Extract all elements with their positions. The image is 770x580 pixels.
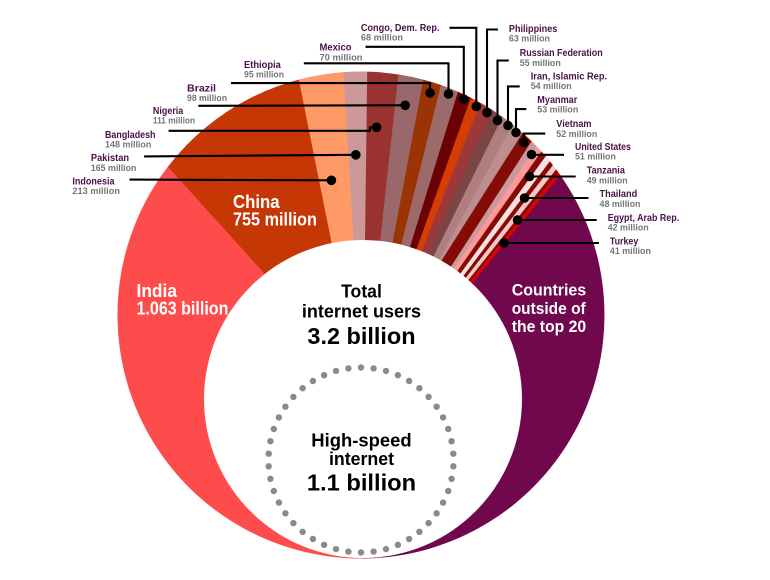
svg-text:98 million: 98 million xyxy=(187,93,227,104)
svg-text:53 million: 53 million xyxy=(537,105,578,116)
svg-text:95 million: 95 million xyxy=(244,70,284,81)
svg-text:China: China xyxy=(233,192,281,212)
svg-text:Total: Total xyxy=(341,281,382,302)
svg-text:1.1 billion: 1.1 billion xyxy=(307,470,416,496)
svg-text:Philippines: Philippines xyxy=(509,24,558,35)
svg-text:111 million: 111 million xyxy=(153,116,195,127)
svg-text:Bangladesh: Bangladesh xyxy=(105,130,156,141)
svg-text:outside of: outside of xyxy=(512,299,586,318)
svg-text:Brazil: Brazil xyxy=(187,83,216,94)
svg-text:70 million: 70 million xyxy=(320,52,363,63)
svg-text:Mexico: Mexico xyxy=(320,43,352,54)
svg-text:49 million: 49 million xyxy=(587,175,628,186)
svg-text:Egypt, Arab Rep.: Egypt, Arab Rep. xyxy=(608,213,680,224)
svg-text:Tanzania: Tanzania xyxy=(587,166,625,177)
svg-text:63 million: 63 million xyxy=(509,34,550,45)
svg-text:Ethiopia: Ethiopia xyxy=(244,60,281,71)
svg-text:54 million: 54 million xyxy=(531,81,572,92)
svg-text:48 million: 48 million xyxy=(600,199,641,210)
svg-text:Myanmar: Myanmar xyxy=(537,95,577,106)
svg-text:Thailand: Thailand xyxy=(600,189,638,200)
svg-text:Congo, Dem. Rep.: Congo, Dem. Rep. xyxy=(361,23,440,34)
svg-text:755 million: 755 million xyxy=(233,210,317,230)
svg-text:United States: United States xyxy=(575,142,631,153)
svg-text:1.063 billion: 1.063 billion xyxy=(137,299,229,319)
svg-text:Turkey: Turkey xyxy=(610,236,639,247)
svg-text:High-speed: High-speed xyxy=(311,430,411,451)
svg-text:213 million: 213 million xyxy=(72,186,120,197)
svg-text:41 million: 41 million xyxy=(610,246,651,257)
svg-text:Russian Federation: Russian Federation xyxy=(520,48,603,59)
svg-text:Nigeria: Nigeria xyxy=(153,106,184,117)
svg-text:55 million: 55 million xyxy=(520,58,561,69)
svg-text:3.2 billion: 3.2 billion xyxy=(307,323,415,349)
svg-text:51 million: 51 million xyxy=(575,152,616,163)
svg-text:Vietnam: Vietnam xyxy=(556,119,591,130)
svg-text:internet: internet xyxy=(329,448,394,469)
svg-text:Indonesia: Indonesia xyxy=(72,177,114,188)
svg-text:Pakistan: Pakistan xyxy=(91,153,129,164)
svg-text:148 million: 148 million xyxy=(105,140,152,151)
svg-text:68 million: 68 million xyxy=(361,33,403,44)
svg-text:52 million: 52 million xyxy=(556,129,597,140)
svg-text:165 million: 165 million xyxy=(91,163,137,174)
svg-text:India: India xyxy=(137,281,178,301)
svg-text:Iran, Islamic Rep.: Iran, Islamic Rep. xyxy=(531,71,608,82)
svg-text:internet users: internet users xyxy=(302,301,421,322)
svg-text:Countries: Countries xyxy=(512,281,587,300)
svg-text:42 million: 42 million xyxy=(608,223,649,234)
svg-text:the top 20: the top 20 xyxy=(512,317,587,336)
